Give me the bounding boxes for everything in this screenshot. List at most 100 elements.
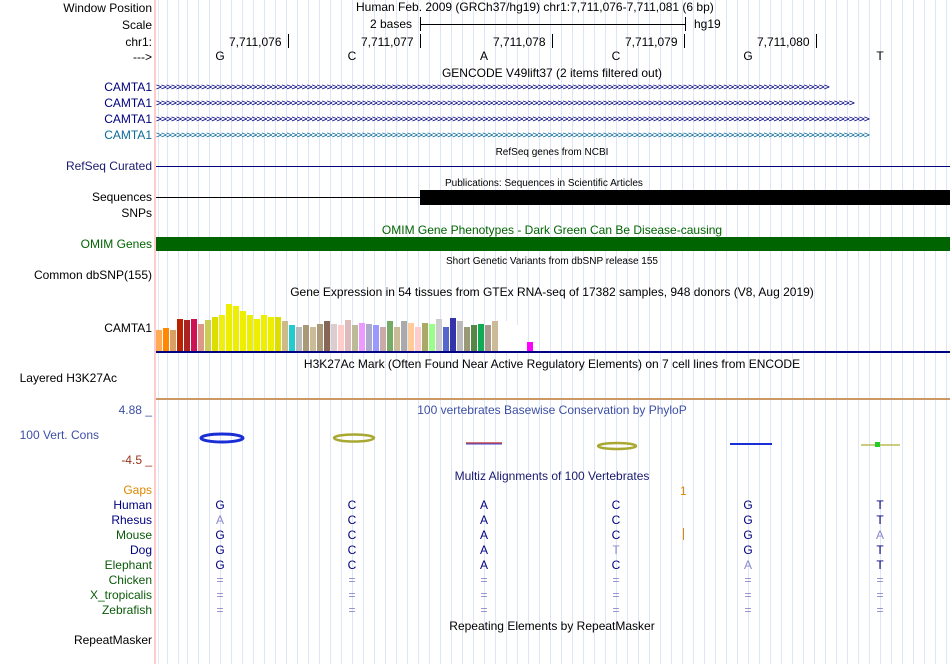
gtex-tissue-bar[interactable] [233,306,239,351]
gtex-tissue-bar[interactable] [513,325,519,351]
gtex-tissue-bar[interactable] [394,327,400,351]
gtex-tissue-bar[interactable] [191,319,197,351]
gtex-tissue-bar[interactable] [261,315,267,351]
gene-model-camta1-4[interactable]: >>>>>>>>>>>>>>>>>>>>>>>>>>>>>>>>>>>>>>>>… [156,131,870,141]
unaligned-marker: = [876,603,884,617]
guide-line [891,0,892,664]
gtex-tissue-bar[interactable] [506,321,512,351]
gtex-tissue-bar[interactable] [464,327,470,351]
gtex-tissue-bar[interactable] [212,317,218,351]
gtex-tissue-bar[interactable] [429,324,435,351]
gtex-tissue-bar[interactable] [359,323,365,351]
aligned-base: C [611,558,621,572]
track-label-sequences[interactable]: Sequences [91,190,152,204]
track-label-camta1-1[interactable]: CAMTA1 [104,80,152,94]
gtex-tissue-bar[interactable] [198,324,204,351]
gtex-tissue-bar[interactable] [170,330,176,351]
omim-gene-bar[interactable] [156,237,950,251]
gtex-tissue-bar[interactable] [275,317,281,351]
gtex-tissue-bar[interactable] [289,325,295,351]
track-label-repeatmasker[interactable]: RepeatMasker [73,633,152,647]
unaligned-marker: = [612,588,620,602]
conservation-glyph-c [332,433,376,443]
aligned-base: G [743,498,753,512]
gtex-tissue-bar[interactable] [422,323,428,351]
track-label-refseq[interactable]: RefSeq Curated [65,159,152,173]
phylop-conservation-logo[interactable] [156,426,950,452]
gtex-tissue-bar[interactable] [443,327,449,351]
gtex-tissue-bar[interactable] [317,324,323,351]
gtex-tissue-bar[interactable] [226,304,232,351]
guide-line [627,0,628,664]
track-label-dbsnp[interactable]: Common dbSNP(155) [33,268,152,282]
gtex-tissue-bar[interactable] [219,315,225,351]
gtex-tissue-bar[interactable] [478,324,484,351]
gtex-tissue-bar[interactable] [373,325,379,351]
gtex-tissue-bar[interactable] [457,321,463,351]
aligned-base: A [479,543,489,557]
gtex-tissue-bar[interactable] [240,311,246,351]
gtex-tissue-bar[interactable] [401,321,407,351]
gtex-bar-chart[interactable] [156,300,536,351]
gtex-tissue-bar[interactable] [324,321,330,351]
refseq-gene-line[interactable] [156,166,950,167]
track-label-snps[interactable]: SNPs [121,206,152,220]
gtex-tissue-bar[interactable] [387,321,393,351]
gtex-tissue-bar[interactable] [527,342,533,351]
species-label-xtropicalis: X_tropicalis [89,588,152,602]
publication-feature-block[interactable] [420,190,950,205]
gtex-tissue-bar[interactable] [492,321,498,351]
gtex-tissue-bar[interactable] [408,323,414,351]
gtex-tissue-bar[interactable] [450,318,456,351]
track-image-area[interactable]: Human Feb. 2009 (GRCh37/hg19) chr1:7,711… [156,0,950,664]
gene-model-camta1-2[interactable]: >>>>>>>>>>>>>>>>>>>>>>>>>>>>>>>>>>>>>>>>… [156,99,855,109]
gtex-tissue-bar[interactable] [331,324,337,351]
track-label-omim[interactable]: OMIM Genes [80,237,152,251]
gene-model-camta1-1[interactable]: >>>>>>>>>>>>>>>>>>>>>>>>>>>>>>>>>>>>>>>>… [156,83,830,93]
gtex-tissue-bar[interactable] [268,317,274,351]
gtex-tissue-bar[interactable] [499,327,505,351]
gtex-tissue-bar[interactable] [345,320,351,351]
gene-model-camta1-3[interactable]: >>>>>>>>>>>>>>>>>>>>>>>>>>>>>>>>>>>>>>>>… [156,115,870,125]
track-label-cons[interactable]: 100 Vert. Cons [19,428,99,442]
species-label-zebrafish: Zebrafish [101,603,152,617]
gtex-tissue-bar[interactable] [177,319,183,351]
scale-label: Scale [121,18,152,32]
gtex-tissue-bar[interactable] [205,320,211,351]
gtex-tissue-bar[interactable] [310,327,316,351]
aligned-base: T [876,513,884,527]
gtex-tissue-bar[interactable] [254,319,260,351]
h3k27ac-signal-baseline[interactable] [156,398,950,400]
gtex-tissue-bar[interactable] [415,327,421,351]
h3k27ac-track-title: H3K27Ac Mark (Often Found Near Active Re… [303,357,801,371]
gtex-tissue-bar[interactable] [184,320,190,351]
gtex-tissue-bar[interactable] [380,327,386,351]
gtex-tissue-bar[interactable] [338,325,344,351]
aligned-base-mismatch: A [875,528,885,542]
guide-line [902,0,903,664]
gtex-tissue-bar[interactable] [352,325,358,351]
gtex-tissue-bar[interactable] [247,315,253,351]
track-label-camta1-3[interactable]: CAMTA1 [104,112,152,126]
track-label-camta1-2[interactable]: CAMTA1 [104,96,152,110]
unaligned-marker: = [480,573,488,587]
gtex-tissue-bar[interactable] [366,324,372,351]
gencode-track-title: GENCODE V49lift37 (2 items filtered out) [441,66,663,80]
gtex-tissue-bar[interactable] [471,325,477,351]
gtex-tissue-bar[interactable] [296,327,302,351]
track-label-h3k27ac[interactable]: Layered H3K27Ac [19,371,117,385]
guide-line [814,0,815,664]
guide-line [858,0,859,664]
gtex-tissue-bar[interactable] [163,328,169,351]
publication-feature-line[interactable] [156,197,420,198]
gtex-tissue-bar[interactable] [485,325,491,351]
gtex-tissue-bar[interactable] [156,330,162,351]
track-label-camta1-4[interactable]: CAMTA1 [104,128,152,142]
gtex-tissue-bar[interactable] [303,325,309,351]
track-label-gtex[interactable]: CAMTA1 [104,321,152,335]
gtex-tissue-bar[interactable] [282,321,288,351]
gtex-tissue-bar[interactable] [520,330,526,351]
guide-line [649,0,650,664]
gtex-tissue-bar[interactable] [436,319,442,351]
